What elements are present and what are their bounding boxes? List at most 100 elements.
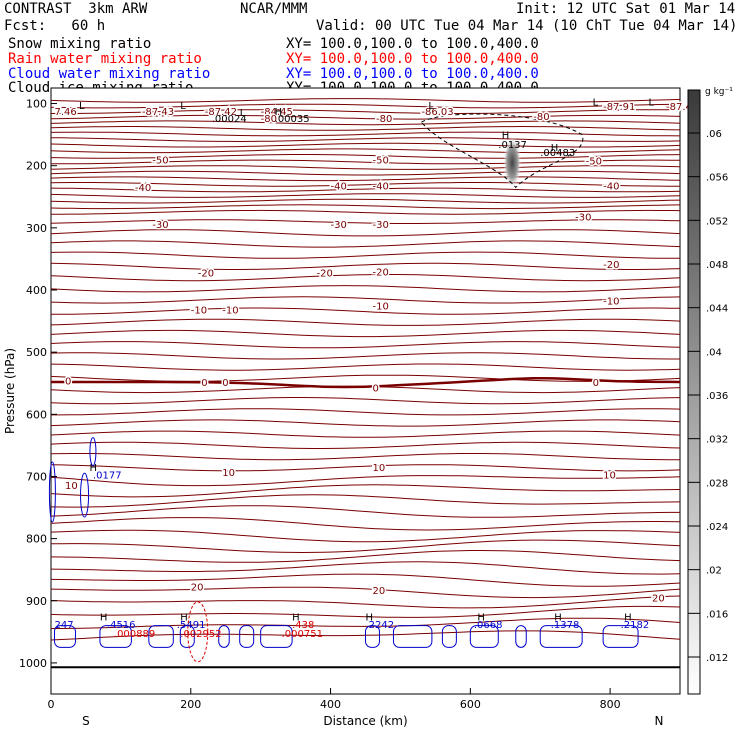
y-tick-label: 1000 bbox=[19, 657, 47, 670]
colorbar-tick-label: .024 bbox=[706, 522, 728, 533]
org-label: NCAR/MMM bbox=[240, 1, 308, 17]
temperature-label: 0 bbox=[593, 378, 599, 389]
north-label: N bbox=[655, 714, 664, 728]
field-label-cloud-water: Cloud water mixing ratio bbox=[8, 66, 211, 82]
field-xy-rain: XY= 100.0,100.0 to 100.0,400.0 bbox=[286, 51, 539, 67]
colorbar-tick-label: .012 bbox=[706, 653, 728, 664]
contour-line bbox=[50, 441, 681, 449]
extremum-mark: H bbox=[100, 612, 108, 623]
cloud-water-contours bbox=[48, 437, 639, 648]
y-tick-label: 700 bbox=[26, 470, 47, 483]
contour-line bbox=[51, 109, 681, 114]
extremum-mark: H bbox=[551, 143, 559, 154]
contour-line bbox=[50, 198, 681, 204]
temperature-label: 0 bbox=[372, 384, 378, 395]
temperature-label: -20 bbox=[372, 267, 388, 278]
contour-line bbox=[50, 165, 681, 170]
contour-line bbox=[50, 517, 681, 531]
ice-contour bbox=[420, 113, 584, 189]
contour-line bbox=[50, 274, 681, 282]
extremum-mark: H bbox=[624, 612, 632, 623]
contour-line bbox=[50, 475, 681, 487]
colorbar-tick-label: .028 bbox=[706, 478, 728, 489]
extremum-mark: L bbox=[593, 98, 599, 109]
y-tick-label: 500 bbox=[26, 346, 47, 359]
contour-line bbox=[50, 529, 681, 543]
colorbar-unit: g kg⁻¹ bbox=[705, 87, 733, 97]
contour-line bbox=[50, 419, 681, 427]
cloud-water-cell bbox=[365, 625, 380, 648]
y-tick-label: 300 bbox=[26, 222, 47, 235]
contour-labels: 7.46 -87.43 -87.42 -84.45 -86.03 -87.91 -87.45… bbox=[53, 98, 700, 640]
extremum-mark: L bbox=[240, 108, 246, 119]
contour-line bbox=[50, 170, 681, 176]
cloud-water-max-label: .2242 bbox=[366, 620, 395, 631]
y-tick-label: 100 bbox=[26, 98, 47, 111]
contour-line bbox=[51, 209, 681, 215]
contour-line bbox=[51, 307, 681, 315]
temperature-label: -10 bbox=[191, 305, 207, 316]
temperature-label: -20 bbox=[198, 269, 214, 280]
contour-line bbox=[50, 176, 681, 182]
temperature-label: -40 bbox=[603, 182, 619, 193]
rain-max-label: .002952 bbox=[180, 629, 221, 640]
y-tick-label: 800 bbox=[26, 533, 47, 546]
x-tick-label: 800 bbox=[600, 698, 621, 711]
contour-line bbox=[50, 154, 681, 159]
extremum-mark: L bbox=[79, 101, 85, 112]
colorbar-tick-label: .052 bbox=[706, 216, 728, 227]
temperature-label: -87.43 bbox=[142, 107, 174, 118]
x-axis-title: Distance (km) bbox=[323, 714, 407, 728]
cloud-water-cell bbox=[99, 625, 132, 648]
y-tick-label: 900 bbox=[26, 595, 47, 608]
contour-line bbox=[50, 182, 680, 187]
temperature-label: -30 bbox=[372, 220, 388, 231]
temperature-contours bbox=[50, 98, 681, 641]
temperature-label: -10 bbox=[603, 297, 619, 308]
contour-line bbox=[50, 363, 681, 371]
contour-line bbox=[50, 204, 681, 210]
temperature-label: -50 bbox=[586, 157, 602, 168]
contour-line bbox=[50, 219, 681, 224]
contour-line bbox=[50, 193, 681, 198]
contour-line bbox=[50, 229, 681, 237]
contour-line bbox=[50, 251, 680, 259]
temperature-label: -30 bbox=[575, 213, 591, 224]
contour-line bbox=[50, 586, 681, 599]
temperature-label: -80 bbox=[533, 112, 549, 123]
contour-line bbox=[50, 484, 681, 498]
temperature-label: -80 bbox=[376, 114, 392, 125]
extremum-mark: H bbox=[554, 612, 562, 623]
x-tick-label: 400 bbox=[320, 698, 341, 711]
contour-line bbox=[50, 352, 680, 360]
contour-line bbox=[50, 464, 681, 472]
contour-line bbox=[50, 494, 681, 508]
extremum-mark: H bbox=[89, 463, 97, 474]
temperature-label: -40 bbox=[135, 183, 151, 194]
y-axis-title: Pressure (hPa) bbox=[3, 348, 17, 434]
contour-line bbox=[50, 573, 681, 587]
cloud-water-cell bbox=[239, 625, 255, 648]
contour-line bbox=[50, 142, 681, 148]
contour-line bbox=[50, 341, 681, 349]
contour-line bbox=[50, 505, 680, 518]
ice-shading bbox=[503, 136, 522, 189]
colorbar-tick-label: .02 bbox=[706, 566, 722, 577]
colorbar-tick-label: .032 bbox=[706, 435, 728, 446]
temperature-label: -80 bbox=[261, 114, 277, 125]
contour-line bbox=[50, 98, 681, 103]
x-tick-label: 0 bbox=[48, 698, 55, 711]
model-title: CONTRAST 3km ARW bbox=[4, 1, 148, 17]
extremum-mark: H bbox=[502, 131, 510, 142]
field-xy-cloud-water: XY= 100.0,100.0 to 100.0,400.0 bbox=[286, 66, 539, 82]
cloud-water-cell bbox=[260, 625, 293, 648]
temperature-label: 10 bbox=[222, 468, 235, 479]
temperature-label: -10 bbox=[372, 302, 388, 313]
init-time: Init: 12 UTC Sat 01 Mar 14 bbox=[516, 1, 736, 17]
y-tick-label: 600 bbox=[26, 408, 47, 421]
rain-contour bbox=[187, 601, 209, 663]
temperature-label: -20 bbox=[317, 269, 333, 280]
temperature-label: -84.45 bbox=[261, 107, 293, 118]
